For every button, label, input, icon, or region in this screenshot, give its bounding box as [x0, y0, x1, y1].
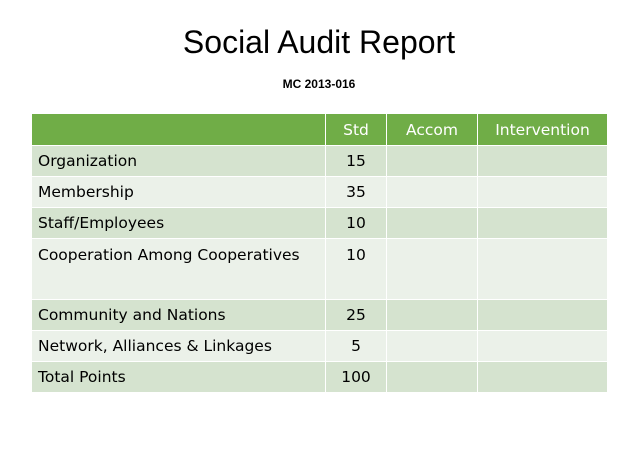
row-name-cell: Membership	[31, 176, 326, 208]
row-accom-cell	[386, 176, 478, 208]
table-row: Organization 15	[31, 145, 608, 177]
row-intervention-cell	[477, 145, 608, 177]
row-intervention-cell	[477, 176, 608, 208]
row-intervention-cell	[477, 207, 608, 239]
row-std-cell: 5	[325, 330, 387, 362]
row-std-cell: 10	[325, 207, 387, 239]
header-cell-std: Std	[325, 113, 387, 146]
header-cell-name	[31, 113, 326, 146]
row-accom-cell	[386, 238, 478, 300]
row-accom-cell	[386, 361, 478, 393]
row-intervention-cell	[477, 238, 608, 300]
table-row: Staff/Employees 10	[31, 207, 608, 239]
row-name-cell: Cooperation Among Cooperatives	[31, 238, 326, 300]
row-std-cell: 25	[325, 299, 387, 331]
header-cell-accom: Accom	[386, 113, 478, 146]
page-title: Social Audit Report	[182, 24, 456, 60]
row-accom-cell	[386, 330, 478, 362]
row-name-cell: Community and Nations	[31, 299, 326, 331]
row-name-cell: Staff/Employees	[31, 207, 326, 239]
row-accom-cell	[386, 145, 478, 177]
row-intervention-cell	[477, 361, 608, 393]
table-row: Network, Alliances & Linkages 5	[31, 330, 608, 362]
row-std-cell: 100	[325, 361, 387, 393]
table-row: Membership 35	[31, 176, 608, 208]
table-row: Community and Nations 25	[31, 299, 608, 331]
row-accom-cell	[386, 207, 478, 239]
row-std-cell: 35	[325, 176, 387, 208]
page-subtitle: MC 2013-016	[282, 77, 356, 91]
row-intervention-cell	[477, 330, 608, 362]
row-name-cell: Total Points	[31, 361, 326, 393]
table-row: Cooperation Among Cooperatives 10	[31, 238, 608, 300]
row-std-cell: 10	[325, 238, 387, 300]
row-name-cell: Organization	[31, 145, 326, 177]
row-intervention-cell	[477, 299, 608, 331]
audit-table: Std Accom Intervention Organization 15 M…	[31, 113, 608, 393]
table-row-total: Total Points 100	[31, 361, 608, 393]
header-cell-intervention: Intervention	[477, 113, 608, 146]
row-name-cell: Network, Alliances & Linkages	[31, 330, 326, 362]
row-std-cell: 15	[325, 145, 387, 177]
row-accom-cell	[386, 299, 478, 331]
table-header-row: Std Accom Intervention	[31, 113, 608, 146]
